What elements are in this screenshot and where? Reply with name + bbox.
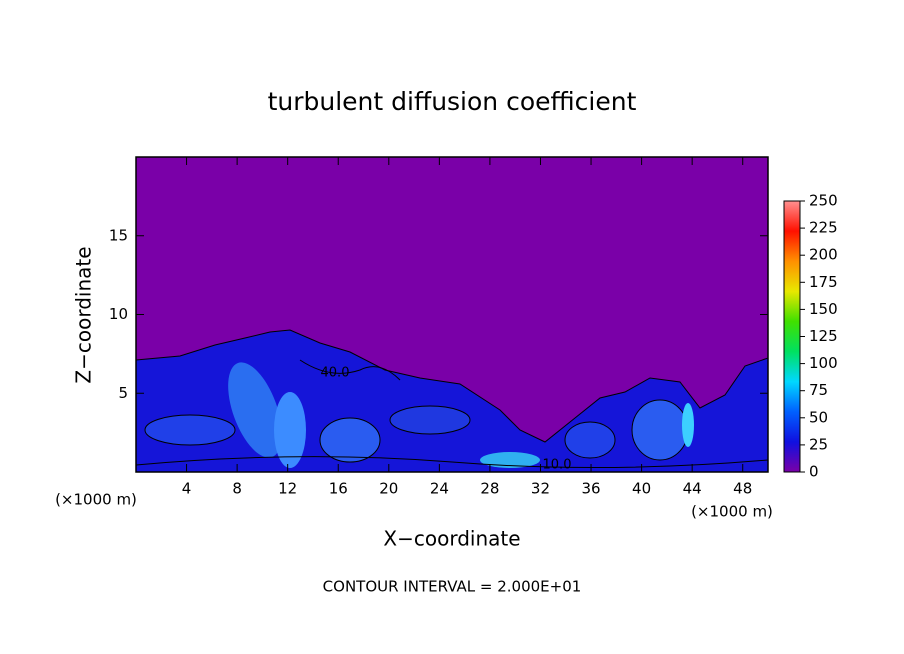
- contour-label: 40.0: [321, 366, 350, 381]
- contour-label: 10.0: [543, 458, 572, 473]
- colorbar-tick-label: 125: [809, 327, 838, 345]
- colorbar-tick-label: 25: [809, 435, 828, 453]
- colorbar: [783, 200, 801, 473]
- x-tick-label: 40: [632, 480, 651, 498]
- colorbar-tick-label: 200: [809, 246, 838, 264]
- x-tick-label: 16: [329, 480, 348, 498]
- y-axis-label: Z−coordinate: [72, 246, 96, 383]
- x-tick-label: 4: [182, 480, 192, 498]
- colorbar-tick-label: 0: [809, 463, 819, 481]
- x-tick-label: 36: [581, 480, 600, 498]
- colorbar-tick-label: 250: [809, 192, 838, 210]
- colorbar-tick-label: 75: [809, 381, 828, 399]
- x-tick-label: 12: [278, 480, 297, 498]
- x-tick-label: 20: [379, 480, 398, 498]
- colorbar-tick-label: 50: [809, 408, 828, 426]
- colorbar-tick-label: 100: [809, 354, 838, 372]
- colorbar-tick-label: 225: [809, 219, 838, 237]
- y-tick-label: 15: [109, 226, 128, 244]
- x-tick-label: 8: [232, 480, 242, 498]
- chart-title: turbulent diffusion coefficient: [268, 87, 637, 116]
- x-tick-label: 24: [430, 480, 449, 498]
- colorbar-tick-label: 175: [809, 273, 838, 291]
- x-tick-label: 48: [733, 480, 752, 498]
- note: CONTOUR INTERVAL = 2.000E+01: [323, 578, 582, 596]
- x-unit-label: (×1000 m): [691, 503, 773, 521]
- x-tick-label: 28: [480, 480, 499, 498]
- x-tick-label: 44: [683, 480, 702, 498]
- x-tick-label: 32: [531, 480, 550, 498]
- field: [136, 157, 768, 472]
- y-tick-label: 10: [109, 305, 128, 323]
- x-axis-label: X−coordinate: [383, 527, 520, 551]
- x-unit-label: (×1000 m): [55, 491, 137, 509]
- y-tick-label: 5: [118, 384, 128, 402]
- colorbar-tick-label: 150: [809, 300, 838, 318]
